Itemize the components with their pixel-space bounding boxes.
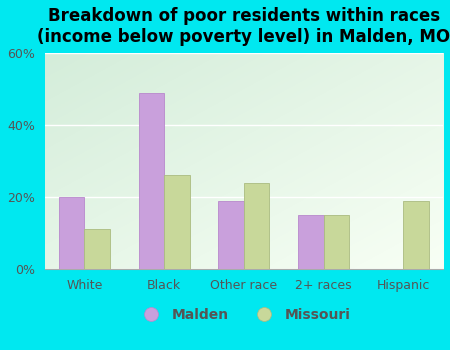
Legend: Malden, Missouri: Malden, Missouri — [131, 302, 356, 327]
Bar — [403, 201, 429, 269]
Bar — [85, 230, 110, 269]
Bar — [59, 197, 85, 269]
Bar — [164, 175, 189, 269]
Bar — [139, 92, 164, 269]
Bar — [218, 201, 244, 269]
Bar — [244, 183, 269, 269]
Bar — [298, 215, 324, 269]
Title: Breakdown of poor residents within races
(income below poverty level) in Malden,: Breakdown of poor residents within races… — [37, 7, 450, 46]
Bar — [324, 215, 349, 269]
